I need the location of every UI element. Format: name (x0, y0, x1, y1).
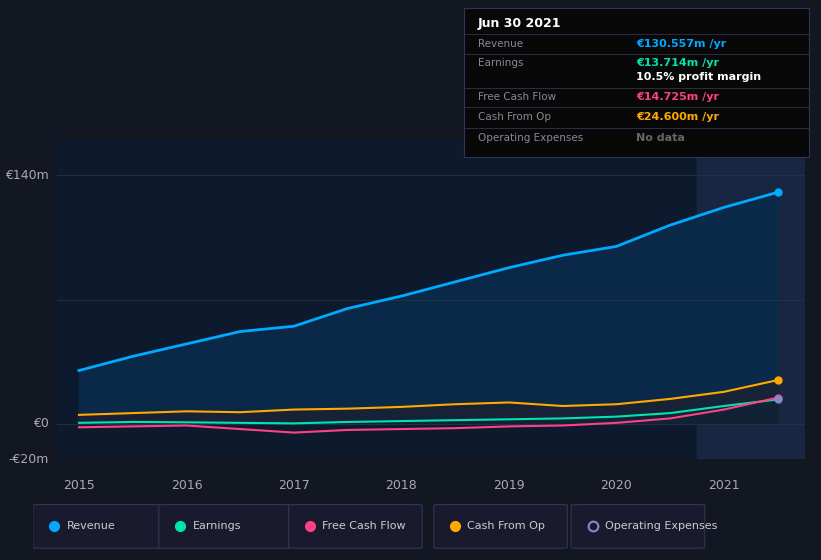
Text: Jun 30 2021: Jun 30 2021 (478, 17, 562, 30)
Text: Earnings: Earnings (192, 521, 241, 531)
Text: 2018: 2018 (386, 479, 417, 492)
FancyBboxPatch shape (289, 505, 422, 548)
FancyBboxPatch shape (158, 505, 292, 548)
Bar (697, 140, 805, 459)
Text: Cash From Op: Cash From Op (478, 113, 551, 123)
Text: €130.557m /yr: €130.557m /yr (636, 39, 727, 49)
Text: 2017: 2017 (278, 479, 310, 492)
Text: 2015: 2015 (63, 479, 95, 492)
Text: 2019: 2019 (493, 479, 525, 492)
Text: €140m: €140m (6, 169, 49, 182)
Text: Cash From Op: Cash From Op (467, 521, 545, 531)
Text: Revenue: Revenue (478, 39, 523, 49)
Text: -€20m: -€20m (9, 452, 49, 466)
Text: 2021: 2021 (709, 479, 740, 492)
Text: Operating Expenses: Operating Expenses (478, 133, 583, 143)
Text: Free Cash Flow: Free Cash Flow (322, 521, 406, 531)
Text: 2016: 2016 (171, 479, 202, 492)
Text: €14.725m /yr: €14.725m /yr (636, 92, 719, 102)
Text: No data: No data (636, 133, 686, 143)
Text: Revenue: Revenue (67, 521, 115, 531)
Text: €0: €0 (34, 417, 49, 430)
FancyBboxPatch shape (33, 505, 167, 548)
Text: 2020: 2020 (601, 479, 632, 492)
Text: 10.5% profit margin: 10.5% profit margin (636, 72, 761, 82)
Text: €24.600m /yr: €24.600m /yr (636, 113, 719, 123)
Text: Earnings: Earnings (478, 58, 523, 68)
Text: €13.714m /yr: €13.714m /yr (636, 58, 719, 68)
FancyBboxPatch shape (433, 505, 567, 548)
Text: Operating Expenses: Operating Expenses (605, 521, 717, 531)
Text: Free Cash Flow: Free Cash Flow (478, 92, 556, 102)
FancyBboxPatch shape (571, 505, 704, 548)
